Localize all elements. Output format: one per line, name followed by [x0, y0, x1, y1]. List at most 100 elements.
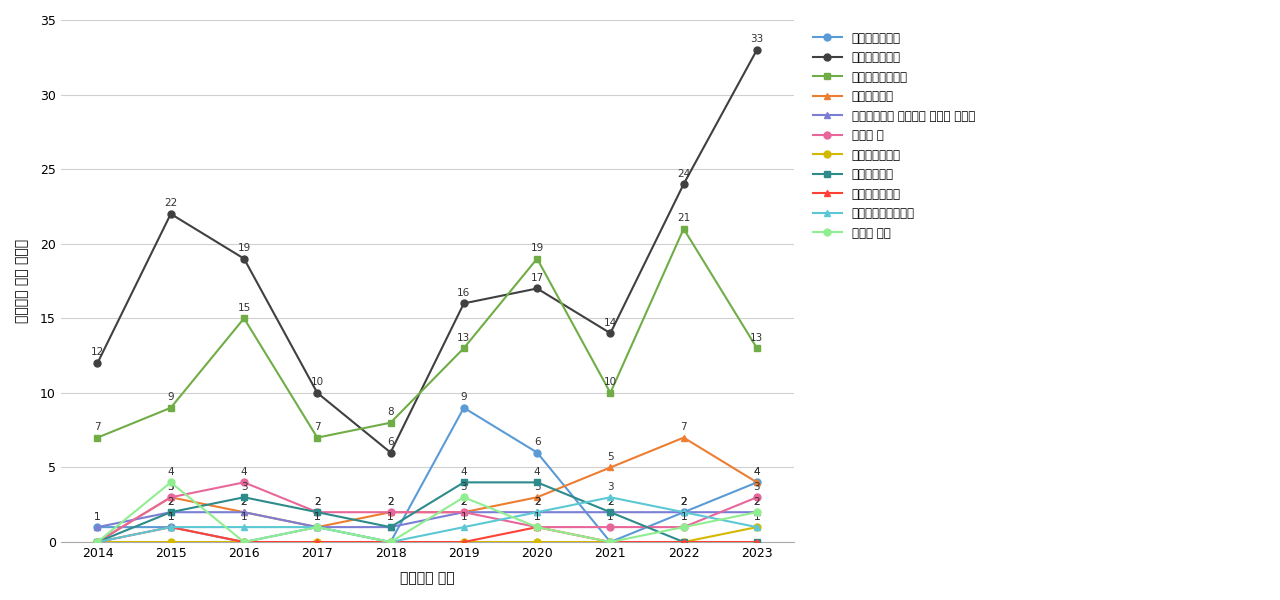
- 한국수력원자력: [456, 300, 471, 307]
- 프라마 톰: [676, 524, 691, 531]
- 한국전력기술: [90, 538, 105, 545]
- Text: 2: 2: [607, 497, 613, 506]
- 두산에너빌리티: [383, 538, 398, 545]
- Text: 10: 10: [604, 377, 617, 388]
- 한국원자력연구원: [237, 315, 252, 322]
- Line: 프라마 톰: 프라마 톰: [93, 479, 760, 545]
- 한국전력기술: [603, 464, 618, 471]
- 스탠더드시험연구소: [749, 524, 764, 531]
- 아레바 엔피: [163, 479, 178, 486]
- 한국전력기술: [310, 524, 325, 531]
- 두산에너빌리티: [237, 538, 252, 545]
- Text: 24: 24: [677, 169, 690, 179]
- 스탠더드시험연구소: [456, 524, 471, 531]
- Text: 13: 13: [750, 332, 764, 343]
- Text: 21: 21: [677, 213, 690, 223]
- Text: 6: 6: [534, 437, 540, 447]
- Text: 1: 1: [314, 512, 320, 521]
- 한국원자력연구원: [603, 389, 618, 397]
- Text: 1: 1: [461, 512, 467, 521]
- Text: 6: 6: [388, 437, 394, 447]
- 한국원자력연구원: [676, 225, 691, 232]
- Line: 수산이앤에스: 수산이앤에스: [93, 479, 760, 545]
- Text: 4: 4: [754, 467, 760, 477]
- 한국원자력연구원: [90, 434, 105, 441]
- 한국전력기술: [383, 509, 398, 516]
- Text: 2: 2: [607, 497, 613, 506]
- 수산이앤에스: [749, 538, 764, 545]
- 수산이앤에스: [237, 494, 252, 501]
- Text: 8: 8: [388, 407, 394, 417]
- 스탠더드시험연구소: [90, 538, 105, 545]
- Line: 한국전력기술: 한국전력기술: [93, 434, 760, 545]
- 한국과학기술원: [90, 538, 105, 545]
- 스탠더드시험연구소: [237, 524, 252, 531]
- Text: 1: 1: [754, 512, 760, 521]
- 한전케이피에스: [90, 538, 105, 545]
- 한전케이피에스: [383, 538, 398, 545]
- 프라마 톰: [530, 524, 545, 531]
- Line: 아레바 엔피: 아레바 엔피: [93, 479, 760, 545]
- 한국전력기술: [456, 509, 471, 516]
- 한국수력원자력: [530, 285, 545, 292]
- X-axis label: 거절시킨 연도: 거절시킨 연도: [399, 571, 454, 585]
- Text: 3: 3: [607, 482, 613, 492]
- 한국수력원자력: [603, 329, 618, 337]
- 프라마 톰: [456, 509, 471, 516]
- 한전케이피에스: [310, 538, 325, 545]
- 웨스팅하우스 일렉트릭 컴퍼니 엘엘씨: [749, 509, 764, 516]
- 한국전력기술: [237, 509, 252, 516]
- Text: 2: 2: [388, 497, 394, 506]
- 한전케이피에스: [237, 538, 252, 545]
- Line: 웨스팅하우스 일렉트릭 컴퍼니 엘엘씨: 웨스팅하우스 일렉트릭 컴퍼니 엘엘씨: [93, 509, 760, 530]
- 프라마 톰: [163, 494, 178, 501]
- Text: 16: 16: [457, 288, 471, 298]
- 한국과학기술원: [383, 538, 398, 545]
- Text: 3: 3: [168, 482, 174, 492]
- Text: 7: 7: [681, 422, 687, 432]
- Text: 1: 1: [534, 512, 540, 521]
- 프라마 톰: [749, 494, 764, 501]
- Text: 3: 3: [534, 482, 540, 492]
- 프라마 톰: [90, 538, 105, 545]
- 한국수력원자력: [237, 255, 252, 262]
- Text: 3: 3: [168, 482, 174, 492]
- 웨스팅하우스 일렉트릭 컴퍼니 엘엘씨: [310, 524, 325, 531]
- 스탠더드시험연구소: [383, 538, 398, 545]
- 두산에너빌리티: [749, 479, 764, 486]
- 아레바 엔피: [383, 538, 398, 545]
- 한국수력원자력: [383, 449, 398, 456]
- 웨스팅하우스 일렉트릭 컴퍼니 엘엘씨: [676, 509, 691, 516]
- Text: 1: 1: [95, 512, 101, 521]
- Text: 3: 3: [754, 482, 760, 492]
- Text: 3: 3: [461, 482, 467, 492]
- Text: 1: 1: [607, 512, 613, 521]
- 웨스팅하우스 일렉트릭 컴퍼니 엘엘씨: [456, 509, 471, 516]
- 웨스팅하우스 일렉트릭 컴퍼니 엘엘씨: [163, 509, 178, 516]
- Text: 1: 1: [314, 512, 320, 521]
- 스탠더드시험연구소: [603, 494, 618, 501]
- Text: 2: 2: [534, 497, 540, 506]
- 한국과학기술원: [603, 538, 618, 545]
- Text: 4: 4: [241, 467, 247, 477]
- Text: 19: 19: [237, 243, 251, 253]
- 아레바 엔피: [530, 524, 545, 531]
- Text: 1: 1: [241, 512, 247, 521]
- Text: 2: 2: [461, 497, 467, 506]
- 한국과학기술원: [749, 538, 764, 545]
- Text: 2: 2: [314, 497, 320, 506]
- 두산에너빌리티: [90, 524, 105, 531]
- Line: 한전케이피에스: 한전케이피에스: [93, 524, 760, 545]
- 한국원자력연구원: [456, 344, 471, 352]
- Text: 1: 1: [314, 512, 320, 521]
- 한국원자력연구원: [163, 404, 178, 412]
- Text: 2: 2: [241, 497, 247, 506]
- Text: 2: 2: [681, 497, 687, 506]
- 수산이앤에스: [310, 509, 325, 516]
- Text: 14: 14: [604, 317, 617, 328]
- Line: 한국수력원자력: 한국수력원자력: [93, 46, 760, 456]
- 두산에너빌리티: [163, 524, 178, 531]
- Text: 2: 2: [754, 497, 760, 506]
- Text: 2: 2: [681, 497, 687, 506]
- Text: 9: 9: [168, 392, 174, 402]
